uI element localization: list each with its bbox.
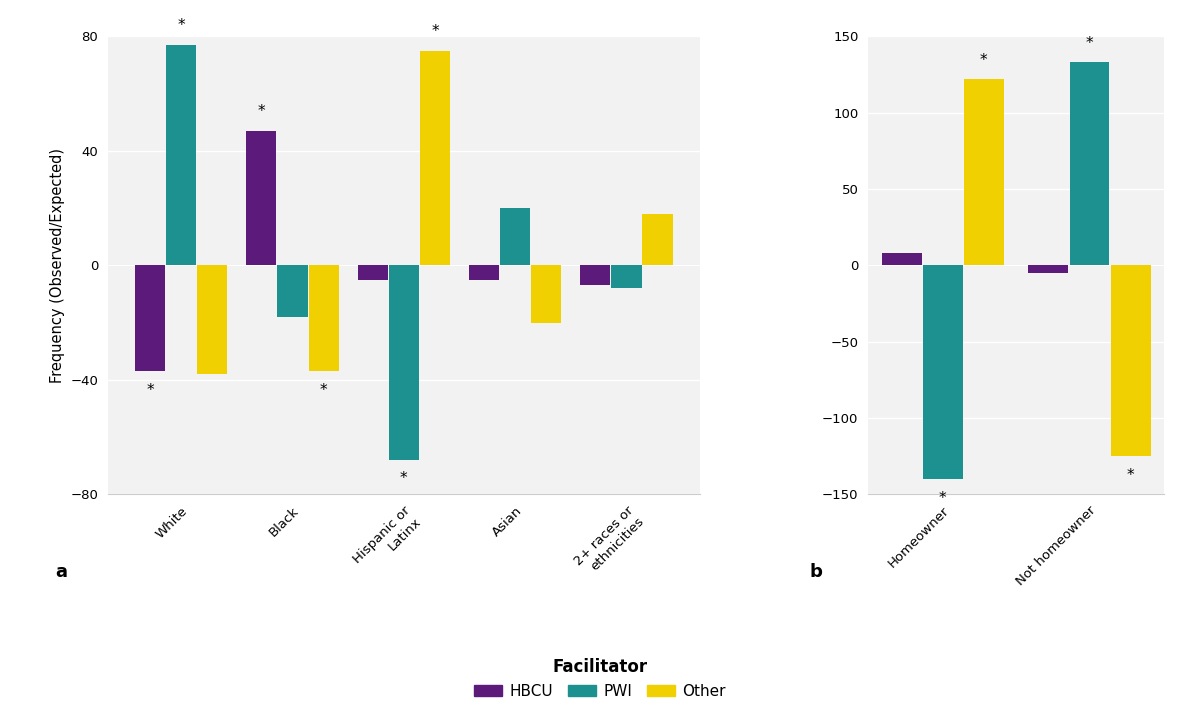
- Text: *: *: [938, 491, 947, 505]
- Bar: [964, 79, 1003, 265]
- Text: *: *: [258, 105, 265, 119]
- Bar: [580, 265, 611, 286]
- Y-axis label: Frequency (Observed/Expected): Frequency (Observed/Expected): [50, 148, 65, 383]
- Bar: [532, 265, 562, 323]
- Bar: [134, 265, 166, 371]
- Text: *: *: [1127, 467, 1134, 483]
- Text: b: b: [809, 563, 822, 581]
- Bar: [166, 45, 197, 265]
- Bar: [500, 208, 530, 265]
- Bar: [923, 265, 962, 479]
- Text: *: *: [320, 382, 328, 398]
- Bar: [277, 265, 307, 317]
- Bar: [642, 214, 673, 265]
- Text: *: *: [178, 18, 185, 33]
- Text: a: a: [55, 563, 67, 581]
- Bar: [246, 131, 276, 265]
- Text: *: *: [431, 24, 439, 39]
- Bar: [197, 265, 228, 374]
- Bar: [1069, 63, 1110, 265]
- Text: *: *: [980, 52, 988, 68]
- Bar: [1111, 265, 1151, 457]
- Bar: [389, 265, 419, 460]
- Legend: HBCU, PWI, Other: HBCU, PWI, Other: [468, 652, 732, 704]
- Bar: [358, 265, 388, 280]
- Text: *: *: [400, 471, 408, 486]
- Bar: [308, 265, 338, 371]
- Text: *: *: [1086, 36, 1093, 51]
- Bar: [1028, 265, 1068, 273]
- Bar: [882, 253, 922, 265]
- Bar: [420, 51, 450, 265]
- Bar: [469, 265, 499, 280]
- Text: *: *: [146, 382, 154, 398]
- Bar: [611, 265, 642, 289]
